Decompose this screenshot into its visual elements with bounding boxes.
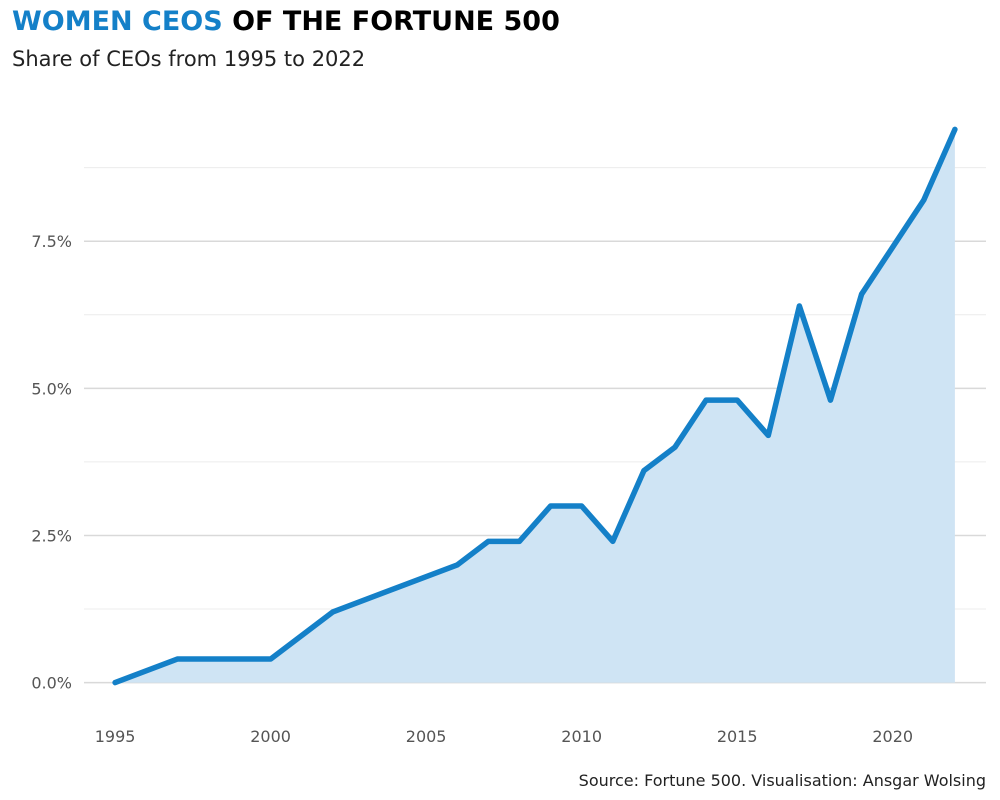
x-tick-label: 2015 bbox=[717, 727, 758, 746]
data-point bbox=[672, 444, 678, 450]
chart-subtitle: Share of CEOs from 1995 to 2022 bbox=[12, 47, 366, 71]
y-tick-label: 0.0% bbox=[31, 674, 72, 693]
source-caption: Source: Fortune 500. Visualisation: Ansg… bbox=[578, 771, 986, 790]
y-tick-label: 2.5% bbox=[31, 526, 72, 545]
data-point bbox=[952, 126, 958, 132]
data-point bbox=[237, 656, 243, 662]
data-point bbox=[703, 397, 709, 403]
data-point bbox=[174, 656, 180, 662]
chart-title: WOMEN CEOS OF THE FORTUNE 500 bbox=[12, 6, 560, 37]
data-point bbox=[734, 397, 740, 403]
data-point bbox=[641, 468, 647, 474]
area-fill bbox=[115, 129, 955, 683]
x-tick-label: 2000 bbox=[250, 727, 291, 746]
y-tick-label: 7.5% bbox=[31, 232, 72, 251]
data-point bbox=[330, 609, 336, 615]
x-tick-label: 2005 bbox=[406, 727, 447, 746]
data-point bbox=[205, 656, 211, 662]
x-axis: 1995 2000 2005 2010 2015 2020 bbox=[95, 727, 913, 746]
data-point bbox=[454, 562, 460, 568]
point-layer bbox=[112, 126, 958, 686]
data-point bbox=[765, 432, 771, 438]
data-point bbox=[112, 680, 118, 686]
x-tick-label: 2020 bbox=[872, 727, 913, 746]
data-point bbox=[610, 538, 616, 544]
x-tick-label: 2010 bbox=[561, 727, 602, 746]
data-point bbox=[548, 503, 554, 509]
data-point bbox=[921, 197, 927, 203]
y-tick-label: 5.0% bbox=[31, 379, 72, 398]
title-accent: WOMEN CEOS bbox=[12, 6, 223, 37]
data-point bbox=[268, 656, 274, 662]
data-point bbox=[859, 291, 865, 297]
data-point bbox=[579, 503, 585, 509]
data-point bbox=[516, 538, 522, 544]
data-point bbox=[827, 397, 833, 403]
data-point bbox=[890, 244, 896, 250]
area-layer bbox=[115, 129, 955, 683]
x-tick-label: 1995 bbox=[95, 727, 136, 746]
title-rest: OF THE FORTUNE 500 bbox=[222, 6, 560, 37]
data-point bbox=[485, 538, 491, 544]
data-point bbox=[796, 303, 802, 309]
y-axis: 0.0% 2.5% 5.0% 7.5% bbox=[31, 232, 72, 692]
